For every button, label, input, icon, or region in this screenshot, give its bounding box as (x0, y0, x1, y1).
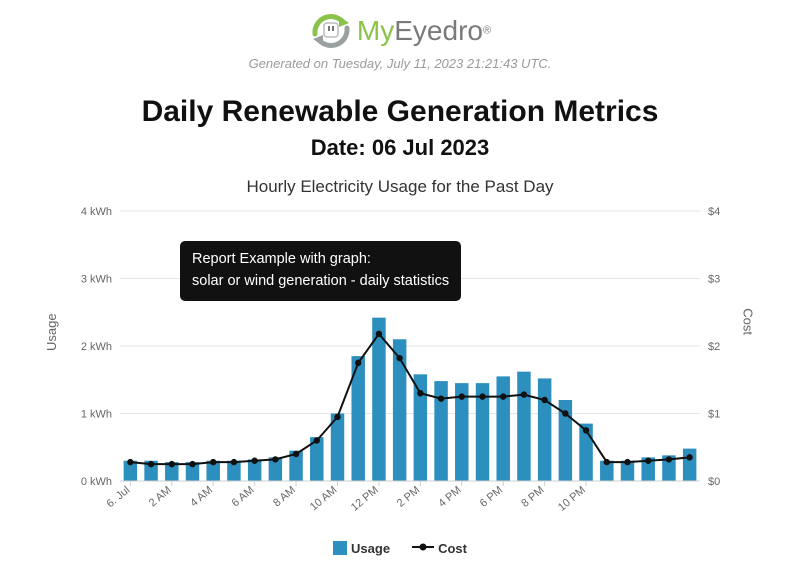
logo: MyEyedro® (0, 0, 800, 50)
legend: Usage Cost (0, 541, 800, 556)
svg-text:1 kWh: 1 kWh (81, 409, 112, 421)
legend-cost-label: Cost (438, 541, 467, 556)
logo-reg: ® (483, 25, 491, 37)
legend-usage-label: Usage (351, 541, 390, 556)
svg-text:$0: $0 (708, 476, 720, 488)
logo-main: Eyedro (394, 15, 483, 46)
svg-text:2 AM: 2 AM (147, 484, 174, 509)
chart: Usage Cost 0 kWh$01 kWh$12 kWh$23 kWh$34… (50, 201, 750, 541)
svg-text:3 kWh: 3 kWh (81, 274, 112, 286)
legend-swatch-line (412, 541, 434, 553)
svg-text:2 PM: 2 PM (395, 484, 422, 510)
svg-text:6 PM: 6 PM (478, 484, 505, 510)
svg-text:$3: $3 (708, 274, 720, 286)
logo-prefix: My (357, 15, 394, 46)
page-subtitle: Date: 06 Jul 2023 (0, 135, 800, 161)
svg-text:6. Jul: 6. Jul (104, 484, 132, 510)
svg-text:0 kWh: 0 kWh (81, 476, 112, 488)
chart-title: Hourly Electricity Usage for the Past Da… (0, 177, 800, 197)
svg-text:10 AM: 10 AM (308, 484, 340, 513)
legend-swatch-bar (333, 541, 347, 555)
svg-text:6 AM: 6 AM (230, 484, 257, 509)
page-title: Daily Renewable Generation Metrics (0, 95, 800, 129)
legend-item-cost: Cost (412, 541, 467, 556)
svg-text:4 PM: 4 PM (436, 484, 463, 510)
svg-text:8 PM: 8 PM (519, 484, 546, 510)
svg-text:4 AM: 4 AM (188, 484, 215, 509)
legend-item-usage: Usage (333, 541, 390, 556)
generated-timestamp: Generated on Tuesday, July 11, 2023 21:2… (0, 56, 800, 71)
tooltip-line2: solar or wind generation - daily statist… (192, 271, 449, 293)
svg-text:4 kWh: 4 kWh (81, 206, 112, 218)
svg-text:10 PM: 10 PM (556, 484, 588, 514)
svg-text:8 AM: 8 AM (271, 484, 298, 509)
svg-text:$1: $1 (708, 409, 720, 421)
logo-icon (309, 12, 353, 50)
svg-text:$4: $4 (708, 206, 720, 218)
svg-text:2 kWh: 2 kWh (81, 341, 112, 353)
tooltip: Report Example with graph: solar or wind… (180, 241, 461, 301)
tooltip-line1: Report Example with graph: (192, 249, 449, 271)
svg-text:$2: $2 (708, 341, 720, 353)
logo-text: MyEyedro® (357, 15, 491, 47)
svg-text:12 PM: 12 PM (349, 484, 381, 514)
